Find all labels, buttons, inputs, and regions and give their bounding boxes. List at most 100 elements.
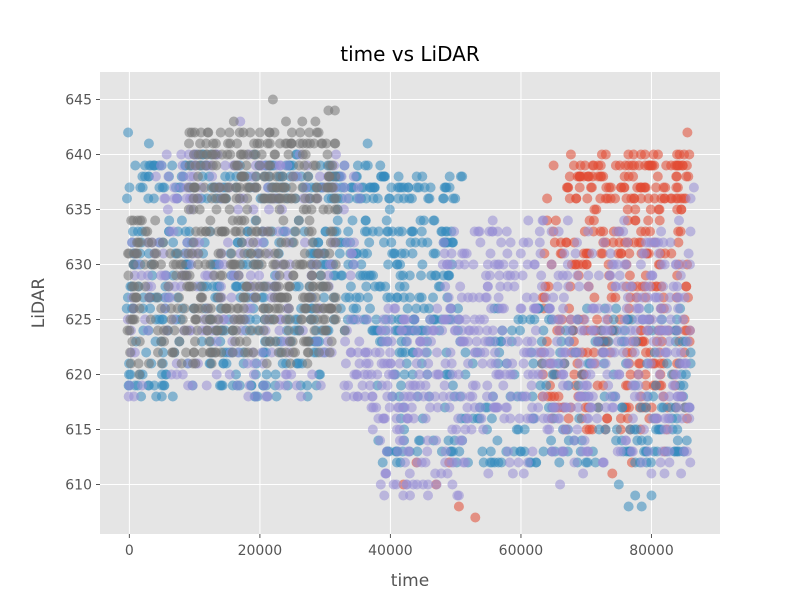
scatter-point <box>233 204 244 215</box>
scatter-point <box>612 259 623 270</box>
scatter-point <box>227 325 238 336</box>
scatter-point <box>274 204 285 215</box>
scatter-point <box>176 149 187 160</box>
scatter-point <box>683 248 694 259</box>
scatter-point <box>517 270 528 281</box>
scatter-point <box>297 116 308 127</box>
scatter-point <box>538 391 549 402</box>
scatter-point <box>315 171 325 182</box>
scatter-point <box>526 413 536 424</box>
scatter-point <box>481 292 492 303</box>
scatter-point <box>536 281 547 292</box>
scatter-point <box>665 237 676 248</box>
scatter-point <box>583 413 594 424</box>
scatter-point <box>591 358 602 369</box>
scatter-point <box>142 325 153 336</box>
scatter-point <box>264 138 275 149</box>
scatter-point <box>144 292 155 303</box>
scatter-point <box>581 259 592 270</box>
scatter-point <box>482 391 492 402</box>
scatter-point <box>477 446 488 457</box>
y-tick-label: 615 <box>65 423 92 439</box>
scatter-point <box>621 193 632 204</box>
scatter-point <box>675 270 686 281</box>
scatter-point <box>680 358 691 369</box>
scatter-point <box>554 325 564 336</box>
scatter-point <box>546 435 557 446</box>
scatter-point <box>172 193 183 204</box>
scatter-point <box>241 281 252 292</box>
scatter-point <box>324 347 335 358</box>
scatter-point <box>342 237 352 248</box>
scatter-point <box>630 490 641 501</box>
scatter-point <box>263 160 274 171</box>
scatter-point <box>659 468 670 479</box>
scatter-point <box>600 358 611 369</box>
scatter-point <box>122 193 132 204</box>
scatter-point <box>672 391 683 402</box>
scatter-point <box>467 391 478 402</box>
scatter-point <box>666 160 677 171</box>
scatter-point <box>475 237 486 248</box>
scatter-point <box>595 160 606 171</box>
scatter-point <box>654 215 665 226</box>
scatter-point <box>422 446 433 457</box>
scatter-point <box>612 336 623 347</box>
scatter-point <box>210 138 221 149</box>
scatter-point <box>672 193 683 204</box>
scatter-point <box>664 391 675 402</box>
scatter-point <box>398 435 409 446</box>
scatter-point <box>474 292 485 303</box>
scatter-point <box>502 446 513 457</box>
scatter-point <box>577 446 588 457</box>
scatter-point <box>587 391 598 402</box>
scatter-point <box>624 270 635 281</box>
scatter-point <box>425 402 436 413</box>
scatter-point <box>589 204 600 215</box>
scatter-point <box>394 358 405 369</box>
scatter-point <box>457 435 468 446</box>
scatter-point <box>257 347 267 358</box>
scatter-point <box>492 435 503 446</box>
scatter-point <box>213 314 224 325</box>
scatter-point <box>641 380 652 391</box>
scatter-point <box>348 391 359 402</box>
x-axis-label: time <box>391 571 429 591</box>
scatter-point <box>544 303 555 314</box>
scatter-point <box>685 457 696 468</box>
scatter-point <box>398 270 409 281</box>
scatter-point <box>607 468 618 479</box>
scatter-point <box>424 303 434 314</box>
scatter-point <box>418 215 429 226</box>
scatter-point <box>621 435 631 446</box>
scatter-point <box>396 325 407 336</box>
scatter-point <box>679 446 690 457</box>
scatter-point <box>548 446 558 457</box>
scatter-point <box>296 391 306 402</box>
scatter-point <box>492 402 502 413</box>
scatter-point <box>563 182 574 193</box>
scatter-point <box>534 226 545 237</box>
scatter-point <box>672 204 683 215</box>
scatter-point <box>530 303 541 314</box>
scatter-point <box>487 215 498 226</box>
scatter-point <box>494 270 505 281</box>
scatter-point <box>201 380 212 391</box>
scatter-point <box>437 226 448 237</box>
scatter-point <box>592 413 603 424</box>
scatter-point <box>619 171 630 182</box>
scatter-point <box>217 270 228 281</box>
scatter-point <box>446 457 457 468</box>
scatter-point <box>224 204 235 215</box>
scatter-point <box>422 435 433 446</box>
scatter-point <box>364 380 375 391</box>
scatter-point <box>143 358 154 369</box>
scatter-point <box>582 193 593 204</box>
scatter-point <box>125 369 136 380</box>
scatter-point <box>556 358 566 369</box>
scatter-point <box>242 193 253 204</box>
scatter-point <box>156 303 167 314</box>
scatter-point <box>305 314 316 325</box>
scatter-point <box>579 435 590 446</box>
scatter-point <box>137 171 148 182</box>
